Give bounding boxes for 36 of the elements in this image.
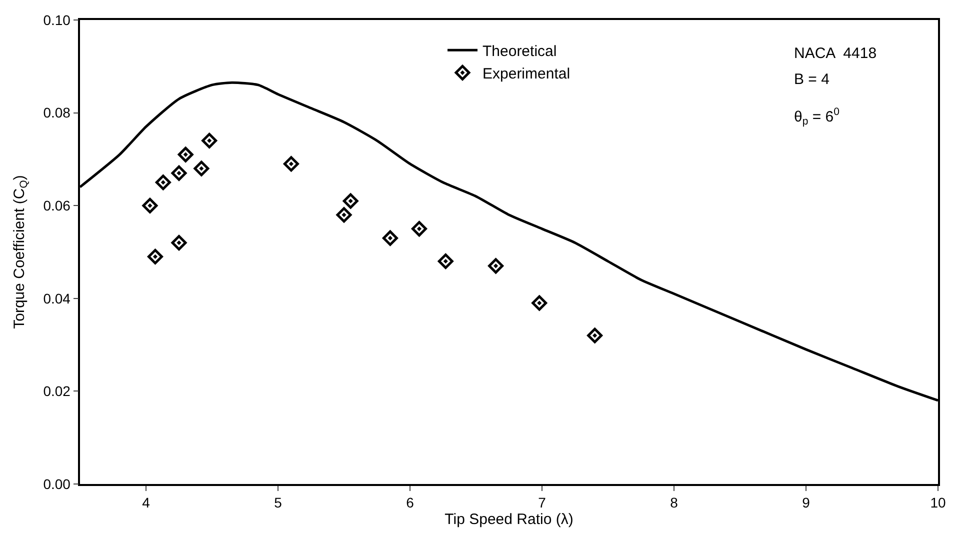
x-axis-title: Tip Speed Ratio (λ)	[444, 511, 574, 528]
point	[488, 258, 504, 274]
y-tick-label: 0.02	[43, 383, 71, 400]
legend-label: Theoretical	[482, 43, 557, 60]
point	[438, 254, 454, 270]
point	[202, 132, 218, 148]
point	[178, 146, 194, 162]
x-tick-label: 8	[670, 494, 678, 511]
x-tick-label: 10	[930, 494, 946, 511]
point	[155, 174, 171, 190]
x-tick-label: 9	[802, 494, 810, 511]
x-tick-label: 5	[274, 494, 282, 511]
y-tick-label: 0.00	[43, 476, 71, 492]
legend-label: Experimental	[482, 66, 570, 83]
point	[194, 160, 210, 176]
point	[532, 295, 548, 311]
point	[342, 193, 358, 209]
point	[336, 207, 352, 223]
annotation: NACA 4418	[794, 45, 877, 62]
point	[147, 248, 163, 264]
x-tick-label: 7	[538, 494, 546, 511]
annotation: B = 4	[794, 71, 830, 88]
point	[142, 198, 158, 214]
y-tick-label: 0.06	[43, 198, 71, 214]
point	[382, 230, 398, 246]
point	[411, 221, 427, 237]
y-tick-label: 0.10	[43, 12, 71, 28]
x-tick-label: 6	[406, 494, 414, 511]
y-tick-label: 0.04	[43, 290, 71, 306]
point	[171, 165, 187, 181]
point	[283, 156, 299, 172]
annotation: θ$_{p}$ = 6$^{0}$	[794, 106, 840, 128]
point	[587, 328, 603, 344]
point	[171, 234, 187, 250]
x-tick-label: 4	[142, 494, 150, 511]
y-tick-label: 0.08	[43, 104, 71, 121]
